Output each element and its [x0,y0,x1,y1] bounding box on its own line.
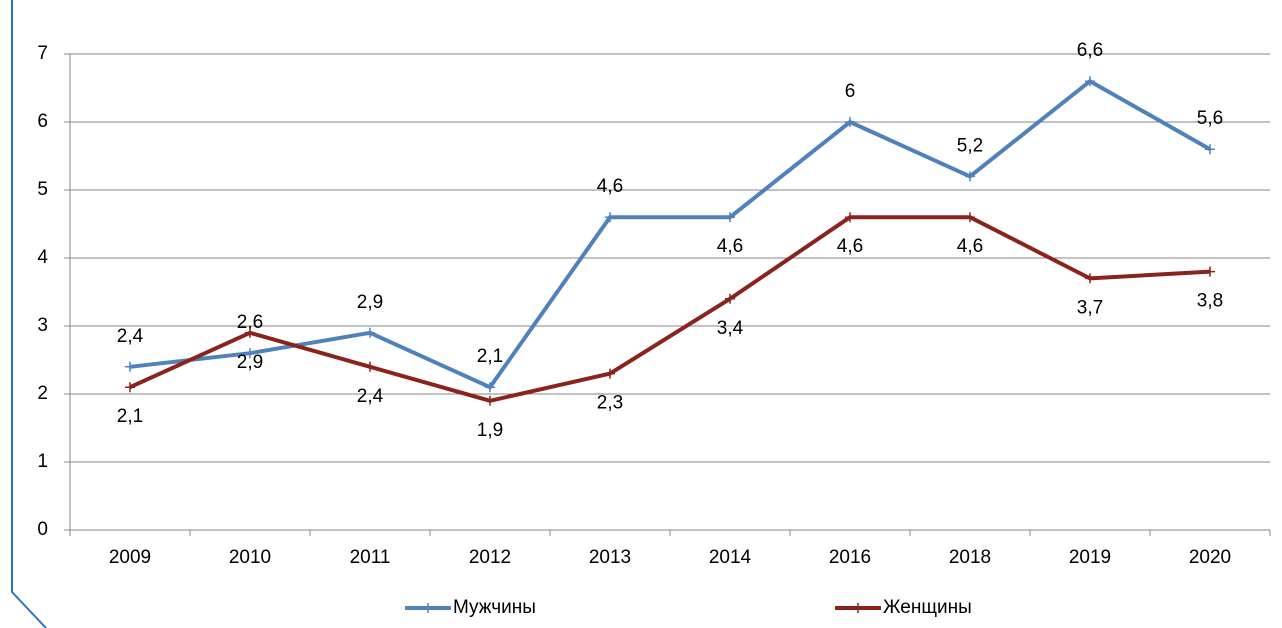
x-tick-label: 2014 [709,547,752,568]
y-tick-label: 7 [37,43,48,64]
data-label: 2,1 [117,406,143,427]
marker [965,212,975,223]
data-label: 2,6 [237,312,263,333]
marker [1205,144,1215,155]
data-label: 4,6 [597,176,623,197]
data-label: 4,6 [957,236,983,257]
data-label: 2,1 [477,346,503,367]
marker [365,327,375,338]
x-tick-label: 2009 [109,547,151,568]
marker [365,361,375,372]
legend-label: Мужчины [453,597,536,618]
data-label: 2,4 [357,386,384,407]
marker [965,171,975,182]
legend-label: Женщины [883,597,972,618]
data-label: 3,7 [1077,297,1103,318]
decor-line [11,0,47,628]
data-label: 1,9 [477,420,503,441]
marker [725,293,735,304]
x-tick-label: 2010 [229,547,271,568]
marker [125,382,135,393]
marker [245,348,255,359]
data-label: 6,6 [1077,40,1103,61]
y-tick-label: 5 [37,179,48,200]
marker [1085,273,1095,284]
y-tick-label: 6 [37,111,48,132]
x-tick-label: 2011 [350,547,391,568]
marker [605,368,615,379]
data-label: 3,8 [1197,291,1223,312]
data-label: 2,3 [597,393,623,414]
data-label: 3,4 [717,318,744,339]
marker [1205,266,1215,277]
data-label: 5,2 [957,135,983,156]
y-tick-label: 1 [37,451,48,472]
x-tick-label: 2019 [1069,547,1111,568]
marker [245,327,255,338]
marker [1085,76,1095,87]
x-tick-label: 2012 [469,547,511,568]
data-label: 5,6 [1197,108,1223,129]
marker [845,212,855,223]
marker [845,117,855,127]
y-tick-label: 3 [37,315,48,336]
marker [485,382,495,393]
y-tick-label: 0 [37,519,48,540]
y-tick-label: 2 [37,383,48,404]
data-label: 2,9 [237,352,263,373]
series-line [129,79,1211,390]
marker [485,395,495,406]
series-line [129,215,1211,403]
x-tick-label: 2016 [829,547,871,568]
data-label: 2,4 [117,326,144,347]
marker [725,212,735,223]
data-label: 4,6 [717,236,743,257]
x-tick-label: 2018 [949,547,991,568]
marker [605,212,615,223]
y-tick-label: 4 [37,247,48,268]
data-label: 2,9 [357,292,383,313]
x-tick-label: 2020 [1189,547,1231,568]
x-tick-label: 2013 [589,547,631,568]
data-label: 6 [845,81,856,102]
data-label: 4,6 [837,236,863,257]
marker [125,361,135,372]
